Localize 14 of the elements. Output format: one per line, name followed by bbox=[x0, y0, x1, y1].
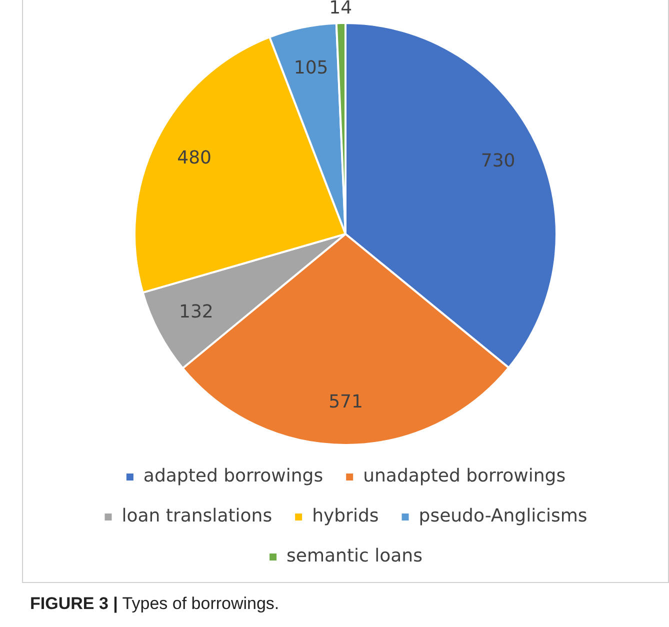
data-label: 105 bbox=[294, 57, 328, 78]
data-label: 730 bbox=[480, 150, 516, 172]
text: Types of borrowings. bbox=[121, 594, 280, 613]
legend-label: adapted borrowings bbox=[143, 466, 324, 487]
legend-label: pseudo-Anglicisms bbox=[418, 506, 588, 527]
legend-label: loan translations bbox=[122, 506, 272, 527]
legend-label: semantic loans bbox=[286, 546, 422, 567]
legend-label: hybrids bbox=[312, 506, 379, 527]
legend-label: unadapted borrowings bbox=[363, 466, 566, 487]
data-label: 571 bbox=[328, 391, 363, 412]
data-label: 132 bbox=[179, 301, 214, 322]
caption: FIGURE 3 | bbox=[30, 594, 118, 613]
data-label: 480 bbox=[177, 148, 212, 169]
data-label: 14 bbox=[329, 0, 352, 19]
